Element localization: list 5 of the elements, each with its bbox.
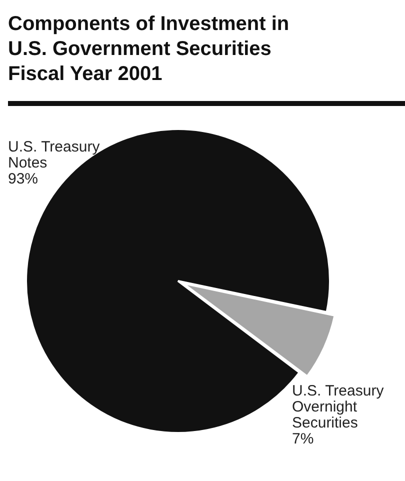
chart-title: Components of Investment in U.S. Government Securities Fiscal Year 2001	[8, 12, 290, 87]
slice-label: U.S. Treasury Notes	[8, 138, 100, 172]
data-label: 93%	[8, 170, 38, 188]
data-label: 7%	[292, 430, 314, 448]
slice-label: U.S. Treasury Overnight Securities	[292, 382, 384, 432]
